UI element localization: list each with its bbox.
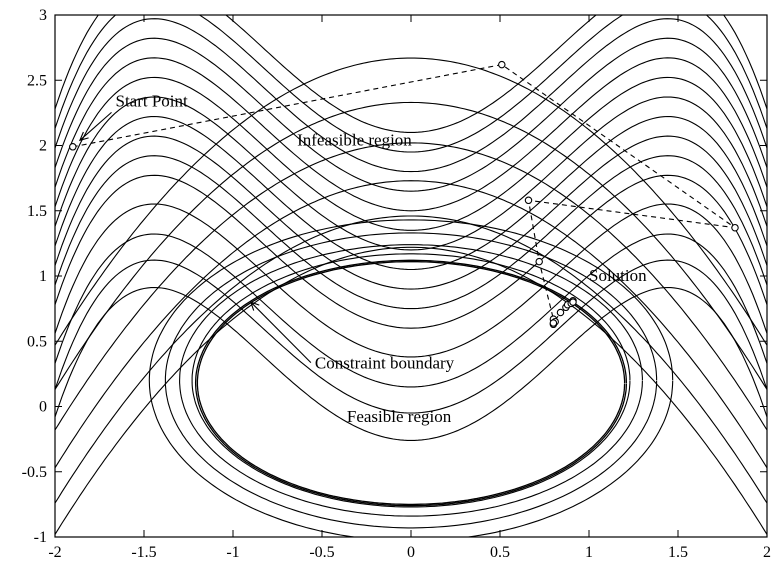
annotation-arrowhead [78, 131, 89, 142]
path-point [535, 257, 543, 266]
path-point [556, 308, 565, 317]
contour-ellipse [148, 219, 674, 537]
y-tick-label: -0.5 [22, 464, 47, 481]
contour-line [55, 57, 767, 347]
contour-line [55, 135, 767, 290]
path-point [498, 60, 506, 69]
y-tick-label: -1 [34, 529, 47, 546]
contour-line [55, 180, 767, 469]
contour-line [55, 76, 767, 231]
x-tick-label: 0.5 [490, 544, 510, 561]
y-tick-label: 0 [39, 399, 47, 416]
x-tick-label: 2 [763, 544, 771, 561]
annotation-feasible-region: Feasible region [347, 407, 452, 426]
y-tick-label: 0.5 [27, 333, 47, 350]
constraint-boundary [196, 261, 626, 506]
contour-line [55, 233, 767, 388]
contour-ellipse [179, 244, 643, 517]
x-tick-label: 0 [407, 544, 415, 561]
annotation-infeasible-region: Infeasible region [297, 131, 412, 150]
contour-line [55, 246, 767, 536]
contour-line [55, 115, 767, 271]
x-tick-label: -1.5 [131, 544, 156, 561]
contour-line [55, 203, 767, 358]
annotation-arrow [250, 301, 312, 364]
annotation-start-point: Start Point [116, 91, 189, 110]
path-point [524, 196, 533, 205]
x-tick-label: -2 [48, 544, 61, 561]
y-tick-label: 1.5 [27, 203, 47, 220]
optimization-path [69, 60, 739, 329]
contour-line [55, 57, 767, 212]
annotation-arrowhead [249, 301, 260, 311]
annotation-arrow [79, 111, 112, 141]
x-tick-label: -1 [226, 544, 239, 561]
x-tick-label: 1 [585, 544, 593, 561]
path-point [569, 298, 577, 306]
contour-line [55, 15, 767, 133]
contour-line [55, 15, 767, 153]
y-tick-label: 3 [39, 7, 47, 24]
contour-line [55, 215, 767, 505]
contour-ellipse [164, 232, 658, 529]
contour-ellipse [191, 253, 631, 508]
x-tick-label: 1.5 [668, 544, 688, 561]
annotation-solution: Solution [589, 266, 647, 285]
contour-line [55, 259, 767, 414]
y-tick-label: 2 [39, 138, 47, 155]
constraint-boundary [194, 259, 628, 507]
contour-line [55, 286, 767, 441]
contour-line [55, 155, 767, 310]
contour-line [55, 96, 767, 251]
axis-ticks: -2 -1.5 -1 -0.5 0 0.5 1 1.5 2 -1 -0.5 0 0.5 1 1.5 2 2.5 3 [22, 7, 771, 561]
x-tick-label: -0.5 [309, 544, 334, 561]
contour-line [55, 174, 767, 329]
contour-line [55, 142, 767, 432]
path-point [549, 319, 558, 327]
y-tick-label: 1 [39, 268, 47, 285]
y-tick-label: 2.5 [27, 72, 47, 89]
annotation-constraint-boundary: Constraint boundary [315, 354, 455, 373]
path-point [731, 223, 739, 232]
contour-line [55, 18, 767, 173]
annotations: Start Point Infeasible region Solution C… [78, 91, 647, 426]
path-point [69, 143, 77, 151]
contour-line [55, 101, 767, 391]
contour-line [55, 37, 767, 192]
contour-lines [55, 15, 767, 537]
